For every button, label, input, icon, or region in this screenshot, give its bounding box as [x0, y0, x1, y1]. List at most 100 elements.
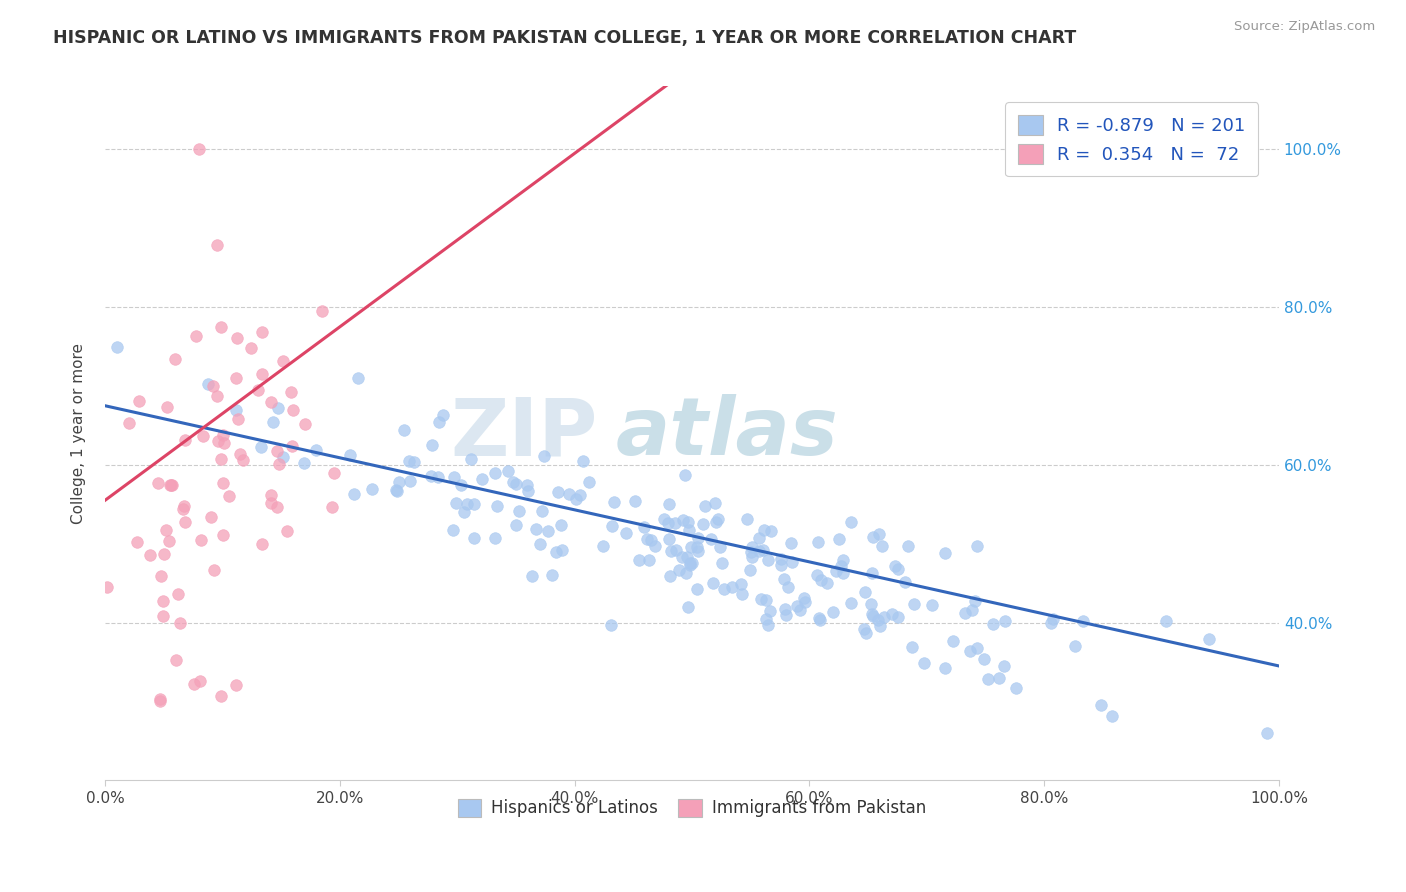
Point — [973, 652, 995, 666]
Point — [422, 438, 444, 452]
Point — [266, 500, 288, 514]
Point — [153, 547, 176, 561]
Point — [541, 568, 564, 582]
Point — [517, 483, 540, 498]
Point — [756, 617, 779, 632]
Point — [676, 599, 699, 614]
Point — [160, 478, 183, 492]
Point — [146, 475, 169, 490]
Point — [959, 644, 981, 658]
Point — [730, 577, 752, 591]
Point — [201, 378, 224, 392]
Point — [810, 574, 832, 588]
Point — [392, 423, 415, 437]
Point — [853, 585, 876, 599]
Point — [821, 605, 844, 619]
Point — [453, 505, 475, 519]
Point — [280, 385, 302, 400]
Point — [644, 539, 666, 553]
Point — [1063, 639, 1085, 653]
Point — [292, 456, 315, 470]
Point — [1071, 615, 1094, 629]
Point — [953, 606, 976, 620]
Point — [267, 457, 290, 471]
Point — [225, 331, 247, 345]
Point — [276, 524, 298, 538]
Point — [505, 518, 527, 533]
Point — [1042, 612, 1064, 626]
Point — [807, 535, 830, 549]
Point — [830, 559, 852, 574]
Point — [652, 511, 675, 525]
Point — [672, 513, 695, 527]
Point — [859, 598, 882, 612]
Point — [508, 504, 530, 518]
Point — [387, 483, 409, 498]
Point — [578, 475, 600, 489]
Point — [209, 452, 232, 467]
Point — [388, 475, 411, 490]
Point — [402, 455, 425, 469]
Point — [676, 516, 699, 530]
Point — [460, 452, 482, 467]
Point — [658, 533, 681, 547]
Point — [752, 542, 775, 557]
Point — [706, 516, 728, 530]
Point — [385, 483, 408, 498]
Point — [322, 466, 344, 480]
Point — [152, 609, 174, 624]
Point — [775, 607, 797, 622]
Point — [399, 474, 422, 488]
Point — [921, 598, 943, 612]
Point — [901, 640, 924, 654]
Point — [202, 563, 225, 577]
Point — [832, 566, 855, 581]
Point — [228, 446, 250, 460]
Point — [862, 530, 884, 544]
Point — [173, 499, 195, 513]
Point — [432, 408, 454, 422]
Point — [640, 533, 662, 548]
Point — [159, 478, 181, 492]
Point — [633, 520, 655, 534]
Point — [841, 596, 863, 610]
Point — [205, 238, 228, 252]
Point — [569, 488, 592, 502]
Point — [903, 597, 925, 611]
Point — [636, 532, 658, 546]
Point — [484, 531, 506, 545]
Point — [668, 563, 690, 577]
Point — [681, 556, 703, 570]
Point — [427, 469, 450, 483]
Point — [853, 622, 876, 636]
Point — [912, 656, 935, 670]
Point — [157, 534, 180, 549]
Point — [815, 575, 838, 590]
Point — [686, 540, 709, 554]
Point — [681, 540, 703, 554]
Point — [463, 531, 485, 545]
Point — [993, 615, 1015, 629]
Point — [544, 545, 567, 559]
Point — [692, 516, 714, 531]
Point — [209, 690, 232, 704]
Point — [505, 477, 527, 491]
Point — [165, 352, 187, 367]
Point — [260, 394, 283, 409]
Point — [754, 612, 776, 626]
Point — [603, 495, 626, 509]
Point — [897, 539, 920, 553]
Point — [305, 443, 328, 458]
Point — [873, 609, 896, 624]
Point — [693, 499, 716, 513]
Point — [1005, 681, 1028, 695]
Point — [516, 478, 538, 492]
Point — [172, 501, 194, 516]
Point — [260, 488, 283, 502]
Point — [266, 401, 288, 415]
Point — [825, 564, 848, 578]
Point — [675, 566, 697, 580]
Point — [211, 528, 233, 542]
Point — [360, 482, 382, 496]
Point — [886, 610, 908, 624]
